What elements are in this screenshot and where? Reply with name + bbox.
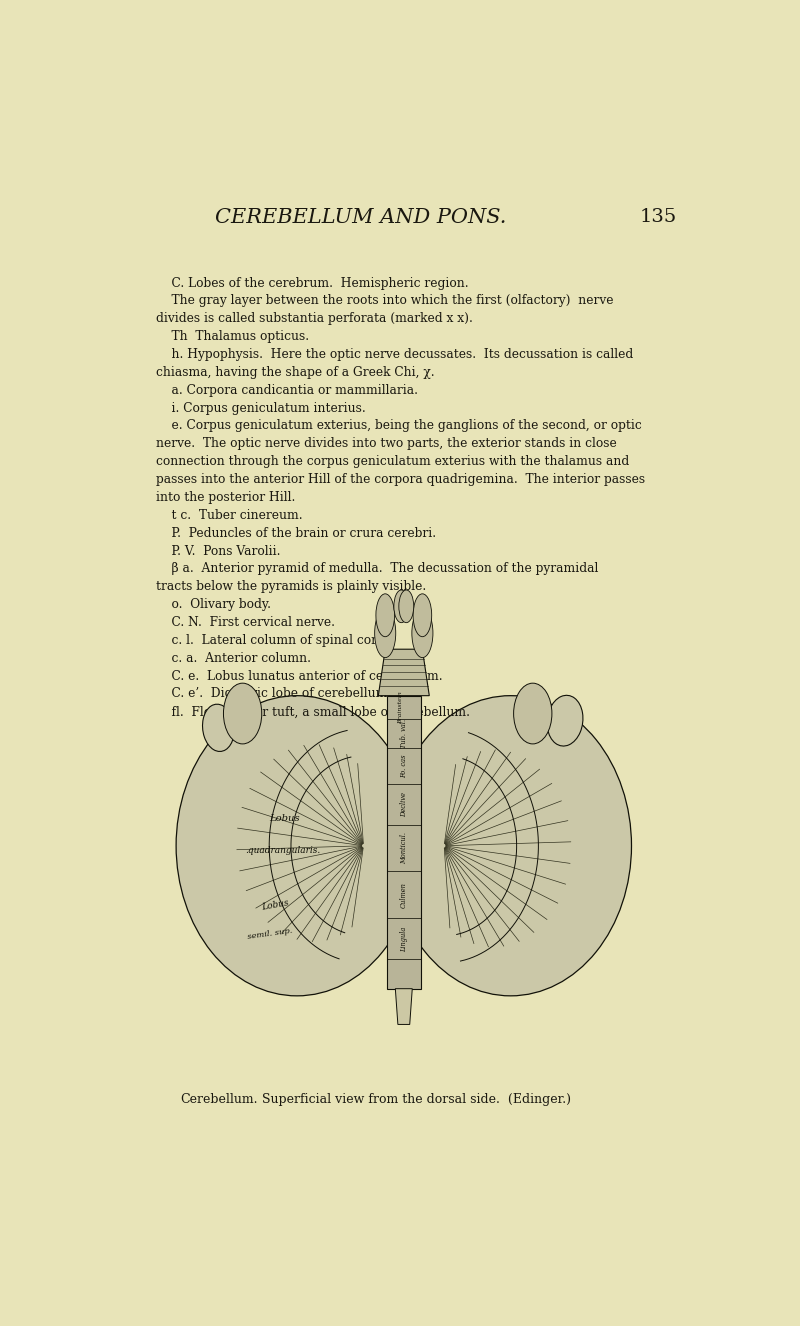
Ellipse shape <box>412 609 433 658</box>
Text: o.  Olivary body.: o. Olivary body. <box>156 598 270 611</box>
Ellipse shape <box>223 683 262 744</box>
Text: Th  Thalamus opticus.: Th Thalamus opticus. <box>156 330 309 343</box>
Text: C. e.  Lobus lunatus anterior of cerebellum.: C. e. Lobus lunatus anterior of cerebell… <box>156 670 442 683</box>
Text: c. l.  Lateral column of spinal cord.: c. l. Lateral column of spinal cord. <box>156 634 389 647</box>
Bar <box>386 696 421 989</box>
Polygon shape <box>378 650 430 696</box>
Text: divides is called substantia perforata (marked x x).: divides is called substantia perforata (… <box>156 312 473 325</box>
Text: Superficial view from the dorsal side.  (Edinger.): Superficial view from the dorsal side. (… <box>254 1094 570 1106</box>
Text: fl.  Flocculus or tuft, a small lobe of cerebellum.: fl. Flocculus or tuft, a small lobe of c… <box>156 705 470 719</box>
Text: h. Hypophysis.  Here the optic nerve decussates.  Its decussation is called: h. Hypophysis. Here the optic nerve decu… <box>156 347 633 361</box>
Ellipse shape <box>399 590 414 623</box>
Ellipse shape <box>514 683 552 744</box>
Ellipse shape <box>413 594 432 636</box>
Text: passes into the anterior Hill of the corpora quadrigemina.  The interior passes: passes into the anterior Hill of the cor… <box>156 473 645 487</box>
Text: chiasma, having the shape of a Greek Chi, χ.: chiasma, having the shape of a Greek Chi… <box>156 366 434 379</box>
Text: P. V.  Pons Varolii.: P. V. Pons Varolii. <box>156 545 280 557</box>
Ellipse shape <box>547 695 583 747</box>
Text: .quadrangularis.: .quadrangularis. <box>245 846 320 855</box>
Text: into the posterior Hill.: into the posterior Hill. <box>156 491 295 504</box>
Text: i. Corpus geniculatum interius.: i. Corpus geniculatum interius. <box>156 402 366 415</box>
Text: nerve.  The optic nerve divides into two parts, the exterior stands in close: nerve. The optic nerve divides into two … <box>156 438 617 451</box>
Ellipse shape <box>376 594 394 636</box>
Text: Lingula: Lingula <box>400 926 408 952</box>
Text: P.  Peduncles of the brain or crura cerebri.: P. Peduncles of the brain or crura cereb… <box>156 526 436 540</box>
Text: a. Corpora candicantia or mammillaria.: a. Corpora candicantia or mammillaria. <box>156 383 418 396</box>
Text: Cerebellum.: Cerebellum. <box>181 1094 258 1106</box>
Text: Tub. val.: Tub. val. <box>400 719 408 748</box>
Text: β a.  Anterior pyramid of medulla.  The decussation of the pyramidal: β a. Anterior pyramid of medulla. The de… <box>156 562 598 575</box>
Text: C. e’.  Digastric lobe of cerebellum.: C. e’. Digastric lobe of cerebellum. <box>156 687 391 700</box>
Polygon shape <box>395 989 412 1025</box>
Text: tracts below the pyramids is plainly visible.: tracts below the pyramids is plainly vis… <box>156 581 426 593</box>
Text: Culmen: Culmen <box>400 882 408 908</box>
Ellipse shape <box>394 590 409 623</box>
Ellipse shape <box>390 696 631 996</box>
Ellipse shape <box>374 609 396 658</box>
Text: Fo. cas: Fo. cas <box>400 754 408 778</box>
Text: Monticul.: Monticul. <box>400 831 408 865</box>
Text: semil. sup.: semil. sup. <box>247 927 294 940</box>
Text: C. N.  First cervical nerve.: C. N. First cervical nerve. <box>156 617 335 629</box>
Ellipse shape <box>202 704 234 752</box>
Text: Brainstem: Brainstem <box>398 691 403 724</box>
Text: c. a.  Anterior column.: c. a. Anterior column. <box>156 652 310 664</box>
Text: connection through the corpus geniculatum exterius with the thalamus and: connection through the corpus geniculatu… <box>156 455 629 468</box>
Text: Declive: Declive <box>400 792 408 817</box>
Text: Lobus: Lobus <box>261 899 290 912</box>
Text: 135: 135 <box>639 208 677 227</box>
Text: Lobus: Lobus <box>270 814 300 822</box>
Text: The gray layer between the roots into which the first (olfactory)  nerve: The gray layer between the roots into wh… <box>156 294 614 308</box>
Text: C. Lobes of the cerebrum.  Hemispheric region.: C. Lobes of the cerebrum. Hemispheric re… <box>156 277 469 289</box>
Ellipse shape <box>176 696 418 996</box>
Text: e. Corpus geniculatum exterius, being the ganglions of the second, or optic: e. Corpus geniculatum exterius, being th… <box>156 419 642 432</box>
Text: t c.  Tuber cinereum.: t c. Tuber cinereum. <box>156 509 302 522</box>
Text: CEREBELLUM AND PONS.: CEREBELLUM AND PONS. <box>214 208 506 227</box>
